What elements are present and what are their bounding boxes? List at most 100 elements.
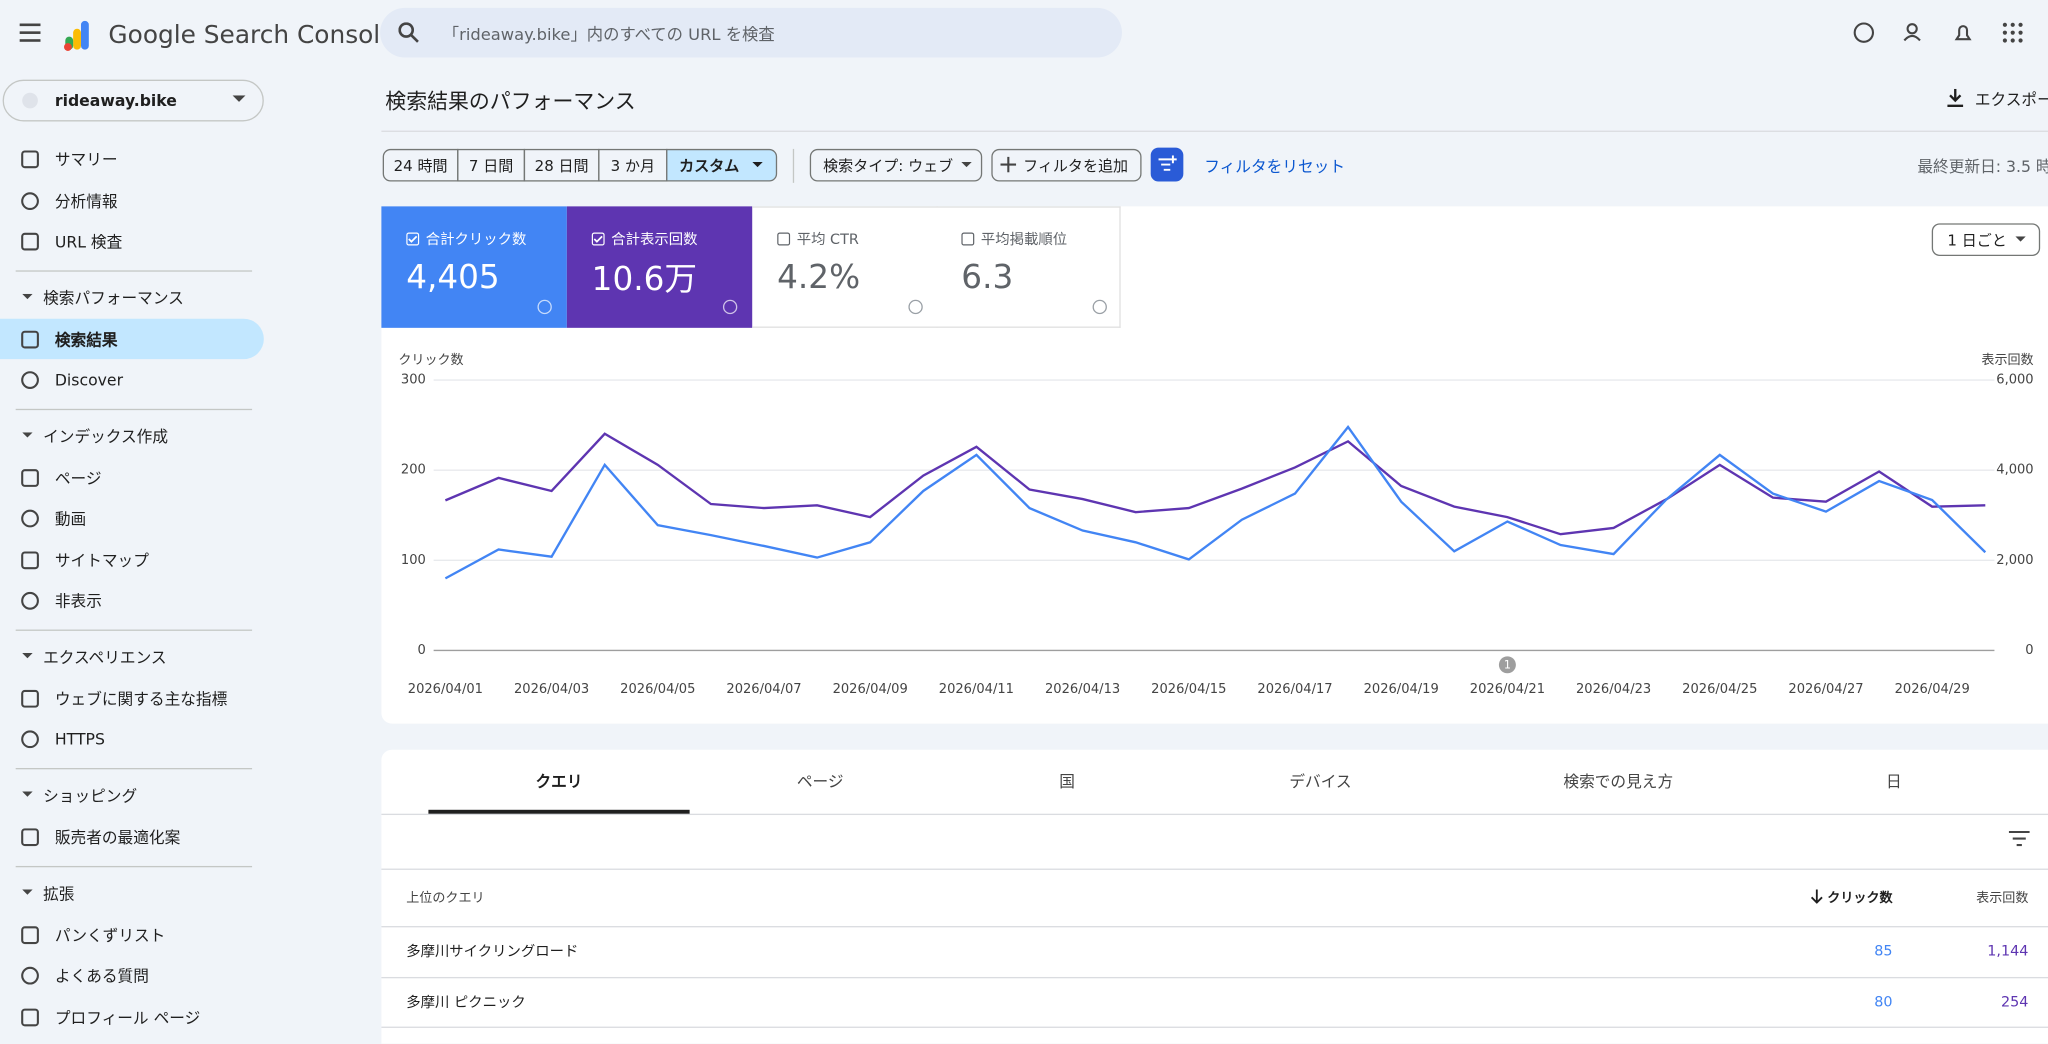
dropdown-arrow (2015, 236, 2026, 242)
nav-item[interactable]: 非表示 (54, 592, 102, 611)
tab[interactable]: 国 (1059, 772, 1075, 791)
icon-shape (21, 150, 39, 169)
property-icons (22, 92, 38, 109)
product-name: Google Search Console (108, 20, 396, 50)
y-tick-label: 300 (401, 373, 426, 388)
nav-item[interactable]: URL 検査 (54, 233, 123, 252)
nav-item[interactable]: パンくずリスト (54, 926, 166, 945)
nav-item[interactable]: プロフィール ページ (54, 1008, 201, 1027)
metric-value: 4.2% (777, 257, 861, 296)
nav-item[interactable]: HTTPS (54, 730, 105, 749)
x-tick-label: 2026/04/25 (1682, 682, 1757, 697)
nav-item[interactable]: 動画 (54, 510, 87, 529)
y2-tick-label: 4,000 (1996, 463, 2033, 478)
date-range[interactable]: カスタム (666, 148, 778, 182)
nav-item[interactable]: サイトマップ (54, 551, 149, 570)
metric-card[interactable] (936, 206, 1121, 328)
line-series (444, 425, 1987, 580)
nav-item[interactable]: ページ (54, 468, 102, 488)
checkbox[interactable] (777, 232, 791, 246)
nav-icon (21, 191, 39, 210)
query-cell: 多摩川サイクリングロード (406, 943, 579, 960)
tab[interactable]: クエリ (535, 772, 583, 791)
nav-item[interactable]: ウェブに関する主な指標 (54, 689, 228, 708)
nav-section[interactable]: インデックス作成 (43, 427, 169, 447)
table-header[interactable]: 表示回数 (1976, 891, 2029, 906)
search-type[interactable]: 検索タイプ: ウェブ (809, 148, 983, 182)
nav-item[interactable]: Discover (54, 370, 124, 390)
granularity[interactable]: 1 日ごと (1931, 223, 2041, 256)
table-filter-icon[interactable] (2008, 830, 2030, 847)
nav-item[interactable]: 検索結果 (54, 330, 118, 349)
search-bar[interactable] (380, 7, 1122, 58)
expand-arrow (22, 791, 33, 797)
arrow (22, 653, 33, 659)
nav-item[interactable]: サマリー (54, 150, 118, 170)
icon-shape (21, 689, 39, 708)
checkbox[interactable] (591, 232, 605, 246)
nav-section[interactable]: ショッピング (43, 786, 138, 806)
query-cell: 多摩川 ピクニック (406, 993, 526, 1011)
checkbox-box (406, 232, 420, 246)
icon-shape (21, 730, 39, 749)
table-header[interactable]: クリック数 (1827, 891, 1893, 906)
date-range[interactable]: 28 日間 (523, 148, 600, 182)
reset-filter[interactable]: フィルタをリセット (1204, 157, 1345, 176)
annotation-marker (1498, 656, 1516, 674)
y2-tick-label: 6,000 (1996, 373, 2033, 388)
checkbox[interactable] (406, 232, 420, 246)
icon-shape (21, 468, 39, 487)
search-icon (398, 22, 419, 43)
nav-item[interactable]: 分析情報 (54, 192, 118, 211)
divider (381, 976, 2048, 978)
expand-arrow (22, 432, 33, 438)
nav-item[interactable]: 販売者の最適化案 (54, 828, 181, 847)
tab[interactable]: 日 (1886, 772, 1902, 791)
icon-shape (21, 1007, 39, 1026)
page-title: 検索結果のパフォーマンス (385, 88, 636, 114)
x-tick-label: 2026/04/01 (408, 682, 483, 697)
nav-item[interactable]: よくある質問 (54, 967, 149, 986)
table-header: 上位のクエリ (406, 891, 485, 906)
checkbox-box (961, 232, 975, 246)
help-circle (722, 299, 738, 315)
add-filter[interactable]: フィルタを追加 (991, 148, 1142, 182)
checkbox[interactable] (961, 232, 975, 246)
help-icon[interactable] (1092, 299, 1108, 315)
expand-arrow (22, 889, 33, 895)
menu-icon[interactable] (19, 22, 44, 43)
dropdown-arrow (961, 161, 972, 168)
header-icons[interactable] (1852, 21, 2028, 45)
divider (15, 408, 253, 411)
metric-value: 6.3 (961, 257, 1014, 296)
date-range[interactable]: 24 時間 (382, 148, 459, 182)
date-range[interactable]: 7 日間 (457, 148, 526, 182)
icon-shape (21, 550, 39, 569)
clicks-cell: 85 (1874, 942, 1893, 960)
tab[interactable]: 検索での見え方 (1563, 772, 1674, 791)
date-range-label: 3 か月 (610, 156, 655, 175)
arrow (752, 161, 763, 168)
property-selector[interactable] (2, 79, 264, 122)
nav-section[interactable]: 拡張 (43, 884, 75, 904)
nav-icon (21, 1007, 39, 1026)
export-button[interactable]: エクスポー (1974, 90, 2048, 110)
metric-card[interactable] (381, 206, 567, 328)
metric-card[interactable] (752, 206, 938, 328)
nav-section[interactable]: エクスペリエンス (43, 648, 167, 667)
metric-card[interactable] (566, 206, 753, 328)
help-icon[interactable] (722, 299, 738, 315)
export-icon (1947, 88, 1964, 107)
granularity-label: 1 日ごと (1947, 230, 2007, 249)
date-range[interactable]: 3 か月 (598, 148, 668, 182)
nav-section[interactable]: 検索パフォーマンス (43, 289, 184, 308)
tab[interactable]: デバイス (1289, 772, 1352, 791)
annotation-label: 1 (1504, 658, 1511, 671)
help-icon[interactable] (537, 299, 553, 315)
tab[interactable]: ページ (796, 772, 844, 791)
metric-label: 平均掲載順位 (980, 231, 1068, 249)
x-tick-label: 2026/04/21 (1470, 682, 1545, 697)
help-icon[interactable] (908, 299, 924, 315)
impressions-cell: 1,144 (1987, 942, 2029, 960)
